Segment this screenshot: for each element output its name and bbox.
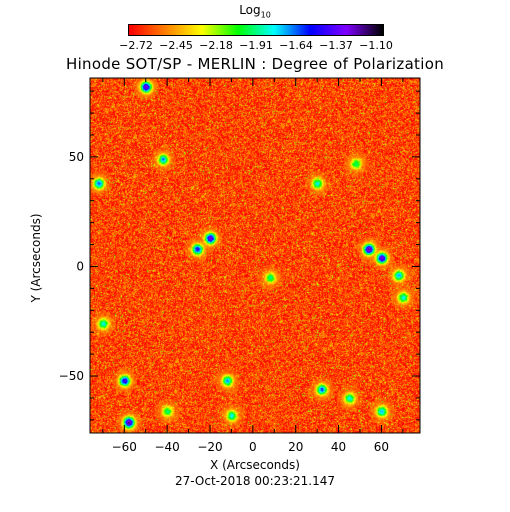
x-tick-label: 40	[331, 440, 346, 454]
x-axis-label: X (Arcseconds)	[0, 458, 510, 472]
x-tick-label: 0	[249, 440, 257, 454]
y-tick-label: 50	[69, 150, 84, 164]
x-tick-label: −20	[197, 440, 222, 454]
plot-frame	[90, 78, 420, 433]
x-tick-label: 20	[288, 440, 303, 454]
timestamp: 27-Oct-2018 00:23:21.147	[0, 474, 510, 488]
y-tick-label: 0	[76, 259, 84, 273]
x-tick-label: −60	[112, 440, 137, 454]
y-axis-label: Y (Arcseconds)	[29, 213, 43, 302]
y-tick-label: −50	[59, 369, 84, 383]
x-tick-label: 60	[374, 440, 389, 454]
x-tick-label: −40	[154, 440, 179, 454]
